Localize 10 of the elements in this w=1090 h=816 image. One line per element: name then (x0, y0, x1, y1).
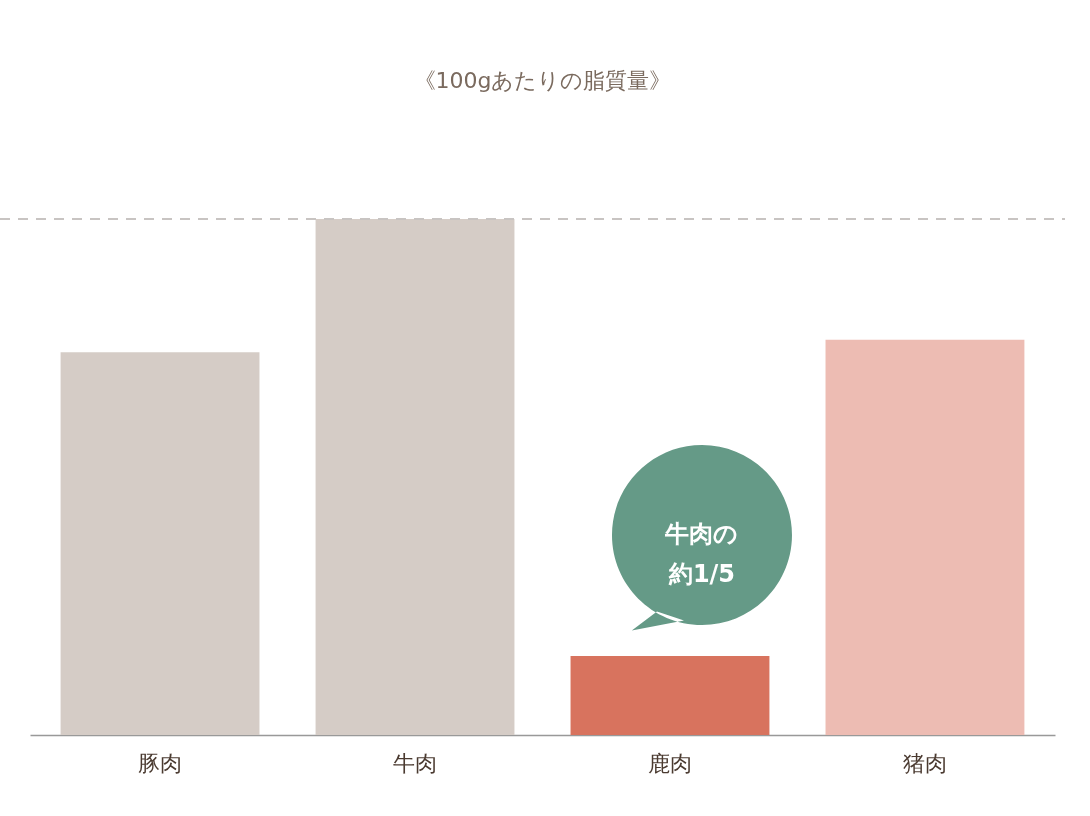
chart-title: 《100gあたりの脂質量》 (413, 68, 672, 93)
x-tick-label: 牛肉 (393, 750, 438, 776)
bar (60, 352, 260, 735)
x-tick-label: 猪肉 (902, 750, 947, 776)
x-tick-label: 鹿肉 (647, 750, 692, 776)
bar (570, 656, 770, 735)
annotation: 牛肉の約1/5 (664, 520, 739, 589)
bar (825, 339, 1025, 735)
bar (315, 219, 515, 735)
x-tick-label: 豚肉 (138, 750, 183, 776)
